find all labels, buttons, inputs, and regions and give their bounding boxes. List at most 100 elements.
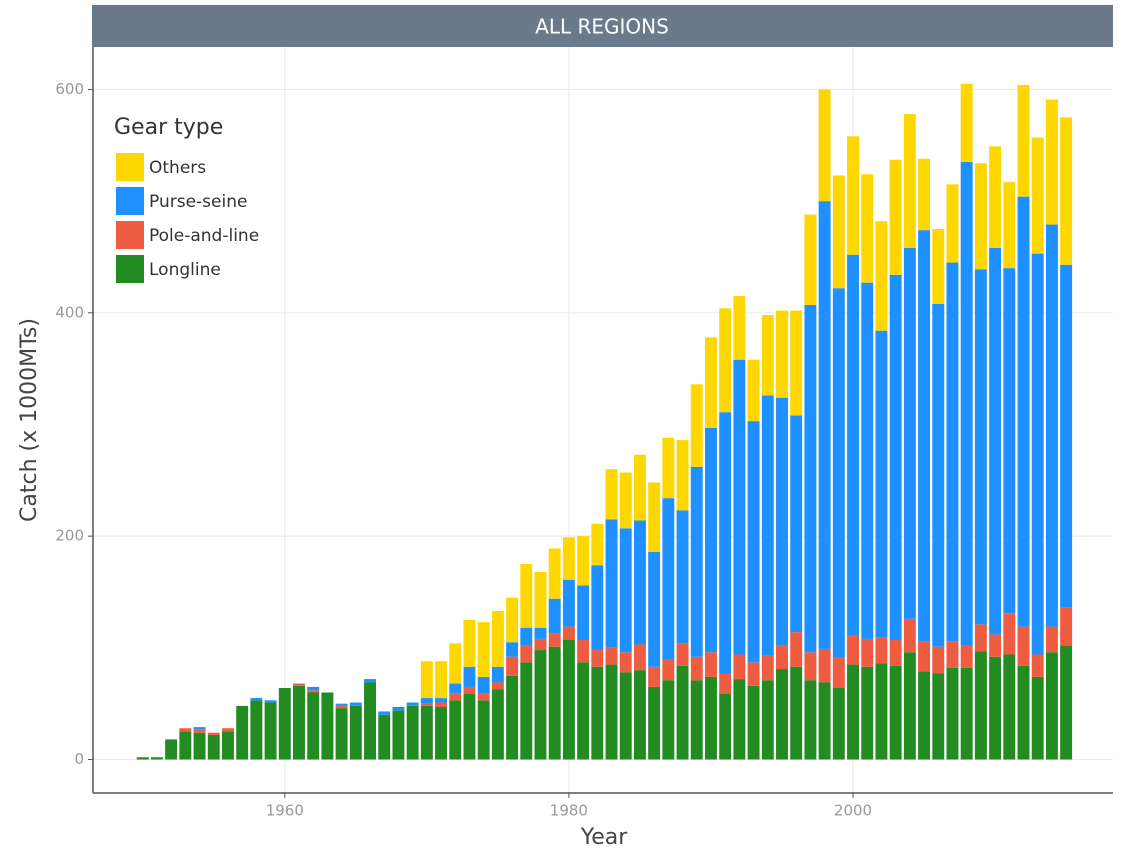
bar-segment xyxy=(861,666,874,760)
bar-segment xyxy=(236,705,249,760)
bar-segment xyxy=(406,705,419,760)
bar-segment xyxy=(875,221,888,331)
bar-segment xyxy=(449,700,462,760)
chart-title: ALL REGIONS xyxy=(535,15,669,39)
bar-segment xyxy=(364,679,376,683)
legend-swatch xyxy=(116,153,144,181)
bar-segment xyxy=(903,618,916,653)
bar-segment xyxy=(690,384,703,467)
bar-segment xyxy=(832,688,845,760)
bar-segment xyxy=(619,472,632,529)
legend-swatch xyxy=(116,255,144,283)
bar-segment xyxy=(889,159,902,275)
bar-segment xyxy=(150,757,163,760)
bar-segment xyxy=(1003,268,1016,614)
bar-segment xyxy=(1045,652,1058,760)
bar-segment xyxy=(676,665,689,760)
bar-segment xyxy=(591,565,604,651)
bar-segment xyxy=(364,682,376,760)
bar-segment xyxy=(264,702,277,760)
bar-segment xyxy=(946,262,959,642)
bar-segment xyxy=(804,652,817,681)
bar-segment xyxy=(534,627,547,639)
y-tick-label: 400 xyxy=(55,303,84,321)
bar-segment xyxy=(747,685,760,760)
bar-segment xyxy=(1003,654,1016,760)
bar-segment xyxy=(619,528,632,653)
bar-segment xyxy=(591,666,604,760)
legend-swatch xyxy=(116,221,144,249)
bar-segment xyxy=(1060,607,1073,646)
bar-segment xyxy=(989,248,1002,635)
bar-segment xyxy=(633,644,646,671)
bar-segment xyxy=(875,663,888,760)
bar-segment xyxy=(1031,654,1044,677)
bar-segment xyxy=(889,274,902,641)
bar-segment xyxy=(974,651,987,760)
bar-segment xyxy=(861,174,874,283)
bar-segment xyxy=(747,359,760,422)
bar-segment xyxy=(179,728,192,732)
bar-segment xyxy=(463,666,476,687)
bar-segment xyxy=(378,714,391,760)
bar-segment xyxy=(946,184,959,263)
bar-segment xyxy=(193,732,206,760)
bar-segment xyxy=(449,683,462,694)
bar-segment xyxy=(705,427,717,653)
bar-segment xyxy=(761,315,774,396)
bar-segment xyxy=(932,673,945,760)
bar-segment xyxy=(491,689,504,760)
bar-segment xyxy=(932,229,945,304)
bar-segment xyxy=(733,296,746,360)
bar-segment xyxy=(761,655,774,681)
legend-title: Gear type xyxy=(114,115,223,140)
bar-segment xyxy=(420,698,433,704)
bar-segment xyxy=(577,585,590,641)
bar-segment xyxy=(491,610,504,667)
bar-segment xyxy=(776,669,788,760)
bar-segment xyxy=(477,693,490,701)
bar-segment xyxy=(349,702,362,706)
bar-segment xyxy=(250,698,263,701)
bar-segment xyxy=(705,337,717,428)
bar-segment xyxy=(491,666,504,683)
bar-segment xyxy=(449,643,462,684)
bar-segment xyxy=(676,510,689,644)
bar-segment xyxy=(463,693,476,760)
bar-segment xyxy=(776,310,788,398)
y-tick-label: 0 xyxy=(74,750,84,768)
bar-segment xyxy=(918,671,931,760)
bar-segment xyxy=(676,643,689,666)
bar-segment xyxy=(733,359,746,655)
bar-segment xyxy=(662,680,675,760)
bar-segment xyxy=(520,627,533,646)
bar-segment xyxy=(847,664,859,760)
bar-segment xyxy=(648,482,661,552)
bar-segment xyxy=(1017,626,1030,666)
bar-segment xyxy=(506,675,519,760)
bar-segment xyxy=(719,693,732,760)
bar-segment xyxy=(1031,253,1044,655)
bar-segment xyxy=(506,642,519,657)
bar-segment xyxy=(960,645,973,668)
bar-segment xyxy=(761,680,774,760)
bar-segment xyxy=(577,662,590,760)
bar-segment xyxy=(591,523,604,566)
bar-segment xyxy=(1060,264,1073,608)
bar-segment xyxy=(463,686,476,694)
x-axis-label: Year xyxy=(580,825,629,850)
bar-segment xyxy=(719,673,732,694)
bar-segment xyxy=(207,734,220,760)
bar-segment xyxy=(1003,182,1016,269)
bar-segment xyxy=(193,729,206,733)
y-tick-label: 600 xyxy=(55,80,84,98)
bar-segment xyxy=(776,397,788,646)
bar-segment xyxy=(449,693,462,701)
bar-segment xyxy=(790,310,803,416)
bar-segment xyxy=(548,633,561,647)
bar-segment xyxy=(875,330,888,638)
legend-label: Pole-and-line xyxy=(149,226,259,246)
bar-segment xyxy=(747,662,760,686)
bar-segment xyxy=(633,520,646,645)
legend-label: Purse-seine xyxy=(149,192,247,212)
